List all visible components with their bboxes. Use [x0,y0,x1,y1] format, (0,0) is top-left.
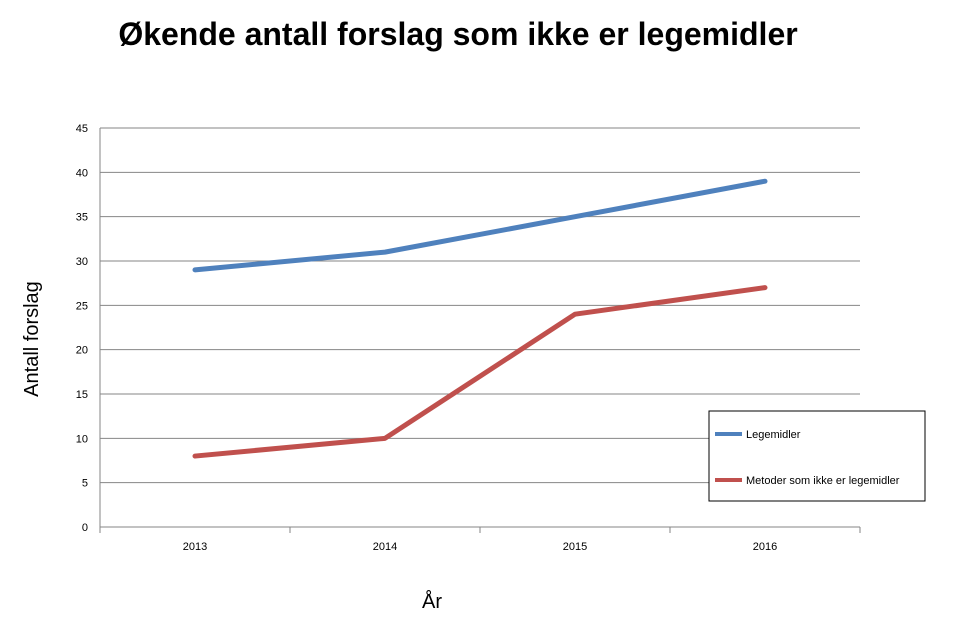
legend-label-legemidler: Legemidler [746,429,801,441]
legend: Legemidler Metoder som ikke er legemidle… [708,410,926,502]
y-tick-label: 0 [82,522,88,534]
x-axis-title: År [422,590,442,613]
y-tick-label: 35 [76,212,88,224]
x-tick-label-2014: 2014 [373,541,397,553]
y-tick-label: 15 [76,389,88,401]
x-tick-label-2013: 2013 [183,541,207,553]
x-tick-label-2016: 2016 [753,541,777,553]
y-tick-label: 20 [76,345,88,357]
series-line-legemidler [192,178,768,273]
y-tick-label: 40 [76,167,88,179]
axes: 0 5 10 15 20 25 30 35 40 45 2013 2014 2015 2016 [76,123,861,553]
legend-box [708,410,926,502]
x-tick-label-2015: 2015 [563,541,587,553]
y-tick-label: 10 [76,433,88,445]
y-axis-title: Antall forslag [21,281,43,397]
series-line-metoder-som-ikke-er-legemidler [192,285,768,459]
y-tick-label: 5 [82,478,88,490]
legend-label-metoder: Metoder som ikke er legemidler [746,475,900,487]
gridlines [100,127,860,484]
series-lines [192,178,768,459]
y-tick-label: 45 [76,123,88,135]
y-tick-label: 25 [76,300,88,312]
chart-title: Økende antall forslag som ikke er legemi… [118,16,798,52]
y-tick-label: 30 [76,256,88,268]
